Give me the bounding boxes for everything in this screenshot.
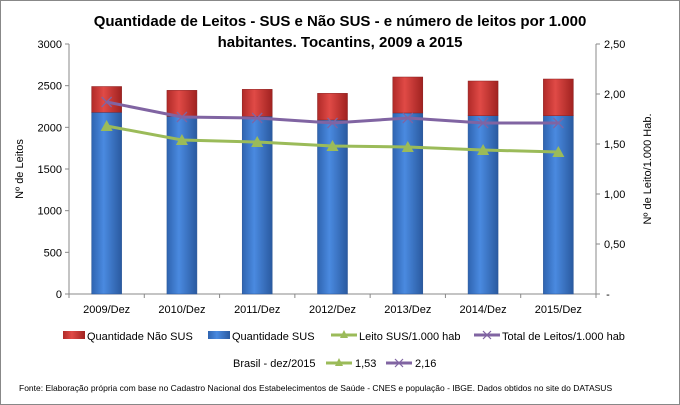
- y-tick-label: 2000: [38, 122, 62, 134]
- point-leito-sus: [251, 136, 264, 147]
- y-tick-label: 500: [44, 247, 62, 259]
- x-tick-label: 2012/Dez: [309, 304, 356, 316]
- point-leito-sus: [477, 144, 490, 155]
- bar-quantidade-sus: [91, 112, 122, 295]
- x-tick-label: 2013/Dez: [384, 304, 431, 316]
- legend-label-sus: Quantidade SUS: [232, 331, 315, 343]
- point-total-leitos: [251, 112, 263, 124]
- legend-marker-triangle: [340, 330, 348, 338]
- y-tick-label: 2500: [38, 81, 62, 93]
- bar-quantidade-nao-sus: [543, 78, 574, 116]
- point-leito-sus: [100, 120, 113, 131]
- y2-tick-label: 0,50: [604, 239, 625, 251]
- y2-axis-label: Nº de Leito/1.000 Hab.: [642, 113, 654, 224]
- reference-label: Brasil - dez/2015: [233, 358, 316, 370]
- point-leito-sus: [552, 146, 565, 157]
- reference-marker-triangle: [335, 358, 343, 366]
- x-tick-label: 2014/Dez: [460, 304, 507, 316]
- point-total-leitos: [327, 117, 338, 129]
- y2-tick-label: 1,50: [604, 139, 625, 151]
- reference-value-leito-sus: 1,53: [355, 358, 376, 370]
- point-leito-sus: [326, 140, 339, 151]
- bar-quantidade-nao-sus: [166, 90, 198, 117]
- y2-tick-label: 2,00: [604, 89, 625, 101]
- x-tick-label: 2010/Dez: [158, 304, 205, 316]
- point-total-leitos: [552, 117, 564, 129]
- legend-marker-x: [482, 330, 492, 340]
- legend-label-leito-sus: Leito SUS/1.000 hab: [359, 331, 461, 343]
- legend-label-total: Total de Leitos/1.000 hab: [502, 331, 625, 343]
- reference-value-total: 2,16: [415, 358, 436, 370]
- legend-swatch-nao-sus: [63, 331, 85, 339]
- bar-quantidade-nao-sus: [392, 76, 424, 114]
- bar-quantidade-nao-sus: [467, 80, 499, 116]
- bar-quantidade-sus: [467, 115, 499, 295]
- point-total-leitos: [101, 96, 113, 108]
- bar-quantidade-nao-sus: [91, 86, 122, 113]
- y-tick-label: 1500: [38, 164, 62, 176]
- y2-tick-label: 1,00: [604, 189, 625, 201]
- x-tick-label: 2011/Dez: [234, 304, 280, 316]
- y2-tick-label: -: [606, 289, 610, 301]
- chart-title-line2: habitantes. Tocantins, 2009 a 2015: [218, 34, 463, 51]
- y-axis-label: Nº de Leitos: [14, 139, 26, 199]
- point-total-leitos: [477, 117, 489, 129]
- x-tick-label: 2015/Dez: [535, 304, 582, 316]
- bar-quantidade-sus: [543, 115, 574, 295]
- point-leito-sus: [401, 141, 414, 152]
- y-tick-label: 1000: [38, 206, 62, 218]
- bar-quantidade-sus: [392, 112, 424, 295]
- point-total-leitos: [402, 112, 414, 124]
- point-total-leitos: [176, 111, 188, 123]
- bar-quantidade-nao-sus: [241, 89, 273, 117]
- x-tick-label: 2009/Dez: [83, 304, 130, 316]
- y2-tick-label: 2,50: [604, 39, 625, 51]
- y-tick-label: 3000: [38, 39, 62, 51]
- chart-title-line1: Quantidade de Leitos - SUS e Não SUS - e…: [94, 13, 587, 30]
- source-note: Fonte: Elaboração própria com base no Ca…: [19, 383, 612, 393]
- bar-quantidade-nao-sus: [317, 93, 348, 121]
- reference-marker-x: [394, 358, 404, 368]
- y-tick-label: 0: [56, 289, 62, 301]
- bar-quantidade-sus: [166, 116, 198, 295]
- legend-label-nao-sus: Quantidade Não SUS: [87, 331, 193, 343]
- legend-swatch-sus: [208, 331, 230, 339]
- point-leito-sus: [175, 134, 188, 145]
